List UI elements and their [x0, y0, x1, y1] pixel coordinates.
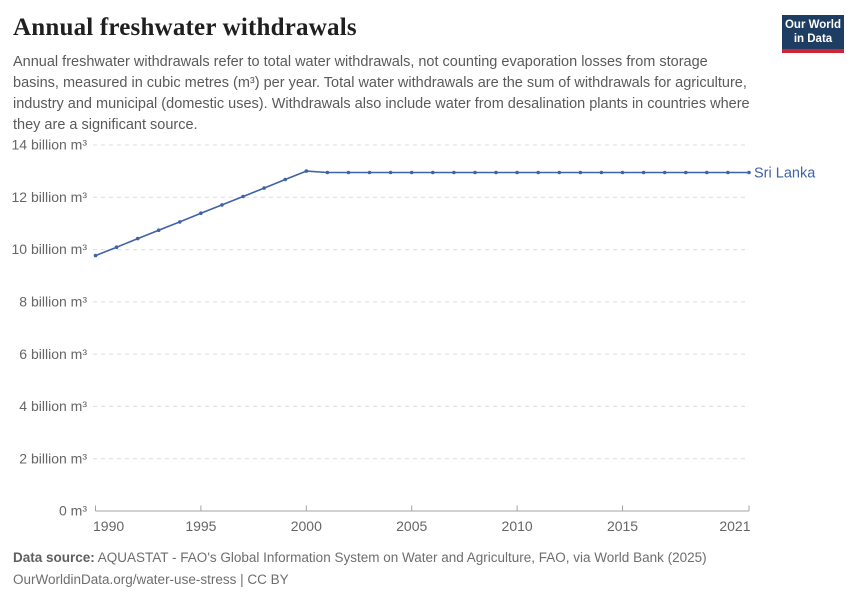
- data-point: [283, 177, 288, 182]
- data-point: [599, 170, 604, 175]
- y-tick-label: 4 billion m³: [19, 398, 87, 414]
- data-point: [367, 170, 372, 175]
- data-point: [578, 170, 583, 175]
- data-point: [473, 170, 477, 175]
- y-tick-label: 2 billion m³: [19, 450, 87, 466]
- y-tick-label: 12 billion m³: [12, 189, 88, 205]
- data-point: [325, 170, 330, 175]
- entity-label[interactable]: Sri Lanka: [754, 165, 816, 181]
- data-point: [705, 170, 709, 175]
- data-point: [557, 170, 562, 175]
- data-source-label: Data source:: [13, 550, 95, 565]
- data-point: [346, 170, 351, 175]
- data-point: [220, 203, 224, 207]
- owid-logo-line1: Our World: [784, 19, 841, 31]
- series-line[interactable]: [94, 170, 750, 257]
- data-source-text: AQUASTAT - FAO's Global Information Syst…: [97, 550, 707, 565]
- data-point: [156, 228, 161, 232]
- data-point: [304, 169, 309, 173]
- data-point: [726, 170, 730, 175]
- data-point: [620, 170, 625, 175]
- y-tick-label: 10 billion m³: [12, 241, 88, 257]
- x-tick-label: 2015: [607, 518, 638, 534]
- x-tick-label: 2021: [719, 518, 750, 534]
- data-point: [641, 170, 646, 175]
- attribution-line[interactable]: OurWorldinData.org/water-use-stress | CC…: [13, 572, 289, 587]
- y-tick-label: 0 m³: [59, 503, 87, 519]
- chart-footer: Data source: AQUASTAT - FAO's Global Inf…: [13, 547, 813, 591]
- owid-logo[interactable]: Our World in Data: [782, 15, 844, 53]
- data-point: [114, 245, 119, 249]
- data-point: [431, 170, 435, 175]
- data-point: [747, 170, 751, 175]
- data-source-line: Data source: AQUASTAT - FAO's Global Inf…: [13, 547, 813, 569]
- page-title: Annual freshwater withdrawals: [13, 14, 357, 41]
- data-point: [662, 170, 667, 175]
- x-tick-label: 2000: [291, 518, 322, 534]
- data-point: [515, 170, 519, 175]
- data-point: [684, 170, 688, 175]
- x-tick-label: 2005: [396, 518, 427, 534]
- data-point: [135, 236, 140, 241]
- x-tick-label: 1990: [93, 518, 124, 534]
- data-point: [409, 170, 414, 175]
- owid-logo-line2: in Data: [793, 33, 833, 45]
- data-point: [388, 170, 393, 175]
- data-point: [536, 170, 540, 175]
- data-point: [93, 253, 98, 258]
- chart-subtitle: Annual freshwater withdrawals refer to t…: [13, 54, 750, 133]
- x-tick-label: 2010: [502, 518, 533, 534]
- y-tick-label: 8 billion m³: [19, 293, 87, 309]
- x-tick-label: 1995: [185, 518, 216, 534]
- y-tick-label: 6 billion m³: [19, 346, 87, 362]
- data-point: [199, 211, 203, 215]
- data-point: [452, 170, 456, 175]
- data-point: [178, 220, 182, 224]
- data-point: [494, 170, 498, 175]
- data-point: [241, 194, 245, 199]
- data-point: [262, 186, 266, 190]
- y-tick-label: 14 billion m³: [12, 137, 88, 153]
